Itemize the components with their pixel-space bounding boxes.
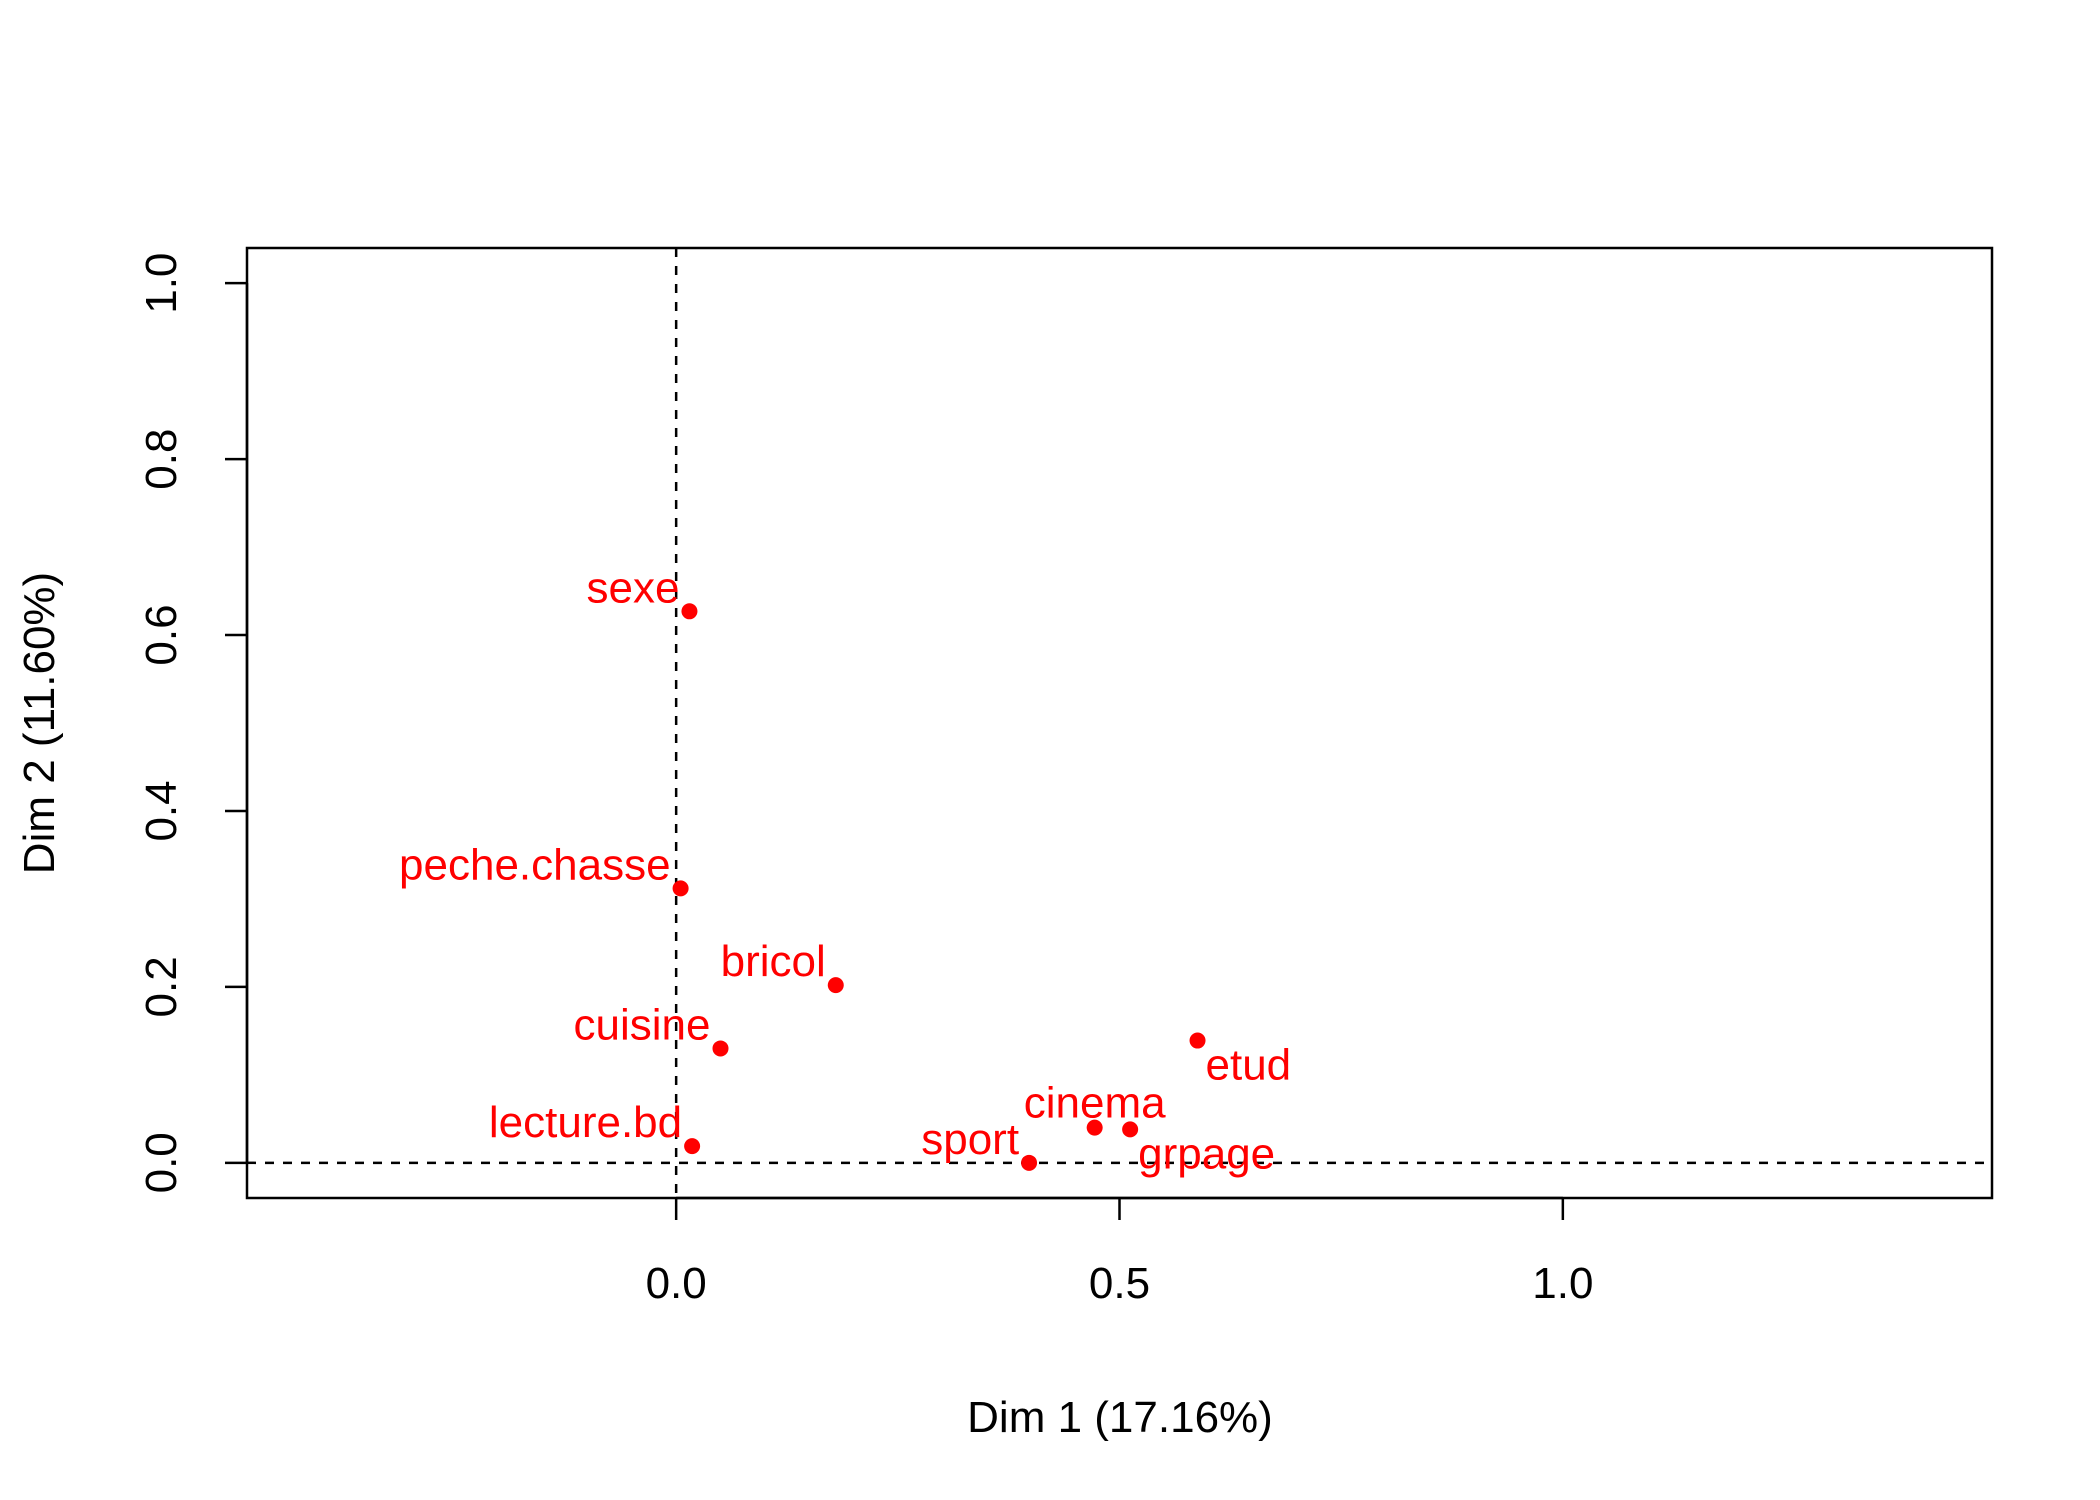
y-tick-label: 1.0 xyxy=(137,253,186,314)
y-tick-label: 0.2 xyxy=(137,956,186,1017)
x-axis-title: Dim 1 (17.16%) xyxy=(967,1393,1273,1442)
point-label-sexe: sexe xyxy=(587,563,680,612)
point-label-cinema: cinema xyxy=(1024,1079,1166,1128)
x-tick-label: 1.0 xyxy=(1532,1259,1593,1308)
x-axis: 0.0 0.5 1.0 xyxy=(646,1196,1593,1308)
point-label-lecture-bd: lecture.bd xyxy=(489,1098,682,1147)
y-axis-title: Dim 2 (11.60%) xyxy=(15,572,64,874)
point-label-grpage: grpage xyxy=(1138,1129,1275,1178)
y-tick-label: 0.0 xyxy=(137,1132,186,1193)
y-tick-label: 0.4 xyxy=(137,780,186,841)
point-grpage xyxy=(1122,1121,1139,1138)
point-etud xyxy=(1189,1032,1206,1049)
point-label-cuisine: cuisine xyxy=(574,1000,711,1049)
point-sport xyxy=(1021,1154,1038,1171)
point-label-etud: etud xyxy=(1206,1041,1292,1090)
y-tick-label: 0.8 xyxy=(137,429,186,490)
point-bricol xyxy=(827,977,844,994)
point-label-sport: sport xyxy=(921,1115,1019,1164)
point-lecture-bd xyxy=(684,1138,701,1155)
y-tick-label: 0.6 xyxy=(137,604,186,665)
point-label-bricol: bricol xyxy=(721,937,826,986)
y-axis: 0.0 0.2 0.4 0.6 0.8 1.0 xyxy=(137,253,249,1193)
point-cinema xyxy=(1086,1119,1103,1136)
x-tick-label: 0.0 xyxy=(646,1259,707,1308)
point-label-peche-chasse: peche.chasse xyxy=(399,840,671,889)
plot-frame xyxy=(245,246,1994,1200)
x-tick-label: 0.5 xyxy=(1089,1259,1150,1308)
point-sexe xyxy=(681,603,698,620)
point-cuisine xyxy=(712,1040,729,1057)
point-peche-chasse xyxy=(672,880,689,897)
